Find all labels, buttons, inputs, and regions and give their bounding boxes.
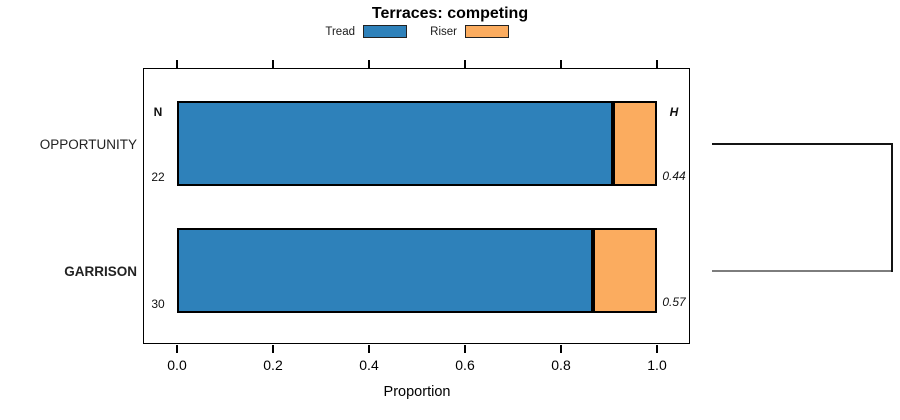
x-tick-label: 0.6 xyxy=(455,357,475,373)
x-tick-label: 0.0 xyxy=(167,357,187,373)
x-tick-bottom xyxy=(368,345,370,353)
n-value: 30 xyxy=(151,297,165,311)
dendrogram-branch-top xyxy=(712,143,893,145)
dendrogram-branch-bottom xyxy=(712,270,893,272)
n-value: 22 xyxy=(151,170,165,184)
legend-swatch-riser xyxy=(465,25,509,38)
h-value: 0.44 xyxy=(662,169,686,183)
h-value: 0.57 xyxy=(662,295,686,309)
x-tick-label: 0.2 xyxy=(263,357,283,373)
legend-label-tread: Tread xyxy=(325,26,355,38)
bar-segment-tread xyxy=(177,228,593,313)
legend-swatch-tread xyxy=(363,25,407,38)
bar-segment-riser xyxy=(593,228,657,313)
h-column-header: H xyxy=(669,105,679,119)
x-tick-bottom xyxy=(464,345,466,353)
dendrogram-join xyxy=(891,143,893,272)
x-axis-title: Proportion xyxy=(383,384,451,400)
bar-segment-riser xyxy=(613,101,657,186)
bar-garrison xyxy=(177,228,657,313)
x-tick-bottom xyxy=(656,345,658,353)
x-tick-label: 1.0 xyxy=(647,357,667,373)
legend-label-riser: Riser xyxy=(430,26,457,38)
x-tick-bottom xyxy=(560,345,562,353)
x-tick-label: 0.4 xyxy=(359,357,379,373)
x-tick-top xyxy=(272,60,274,68)
x-tick-top xyxy=(656,60,658,68)
x-tick-top xyxy=(368,60,370,68)
bar-opportunity xyxy=(177,101,657,186)
row-label-opportunity: OPPORTUNITY xyxy=(39,137,137,152)
x-tick-bottom xyxy=(176,345,178,353)
x-tick-label: 0.8 xyxy=(551,357,571,373)
n-column-header: N xyxy=(153,105,163,119)
x-tick-top xyxy=(176,60,178,68)
x-tick-top xyxy=(464,60,466,68)
chart-title: Terraces: competing xyxy=(371,5,529,22)
x-tick-bottom xyxy=(272,345,274,353)
bar-segment-tread xyxy=(177,101,613,186)
row-label-garrison: GARRISON xyxy=(64,264,137,279)
x-tick-top xyxy=(560,60,562,68)
